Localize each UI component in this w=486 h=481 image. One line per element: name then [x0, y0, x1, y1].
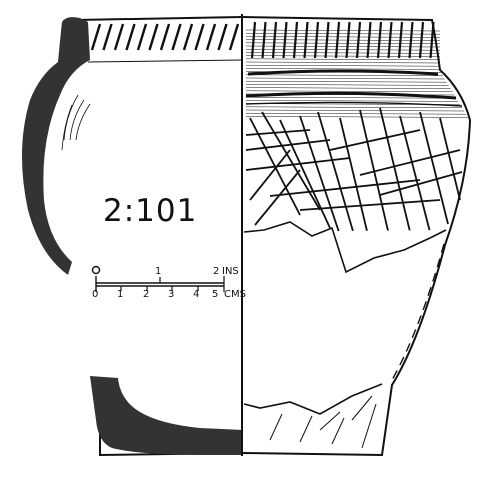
scale-cm-tick-2: 2 — [143, 289, 150, 300]
scale-cm-unit: CMS — [224, 289, 246, 300]
body-incised-lines — [245, 107, 463, 256]
base-incised-lines — [269, 395, 377, 449]
scale-inch-tick-1: 1 — [155, 266, 162, 277]
fragment-break-edge — [243, 221, 447, 274]
section-base — [90, 376, 243, 455]
figure-label: 2:101 — [103, 193, 198, 229]
interior-hatching — [61, 94, 91, 151]
scale-cm-tick-5: 5 — [212, 289, 219, 300]
base-fragment-edge — [243, 383, 383, 415]
neck-band-3 — [245, 101, 463, 107]
rim-strokes-left — [90, 23, 240, 51]
scale-inch-tick-2: 2 — [213, 266, 220, 277]
scale-cm-tick-3: 3 — [168, 289, 175, 300]
scale-cm-tick-4: 4 — [193, 289, 200, 300]
pot-outline-right — [241, 16, 472, 457]
neck-hatching — [245, 29, 468, 118]
scale-inch-unit: INS — [222, 266, 239, 277]
reconstruction-dashed — [391, 243, 445, 381]
neck-band-1 — [247, 69, 439, 76]
scale-bar-graphic — [91, 265, 225, 292]
neck-band-2 — [245, 91, 457, 100]
scale-cm-tick-1: 1 — [117, 289, 124, 300]
section-rim — [21, 17, 90, 275]
rim-base-line — [87, 59, 243, 63]
scale-cm-tick-0: 0 — [92, 289, 99, 300]
